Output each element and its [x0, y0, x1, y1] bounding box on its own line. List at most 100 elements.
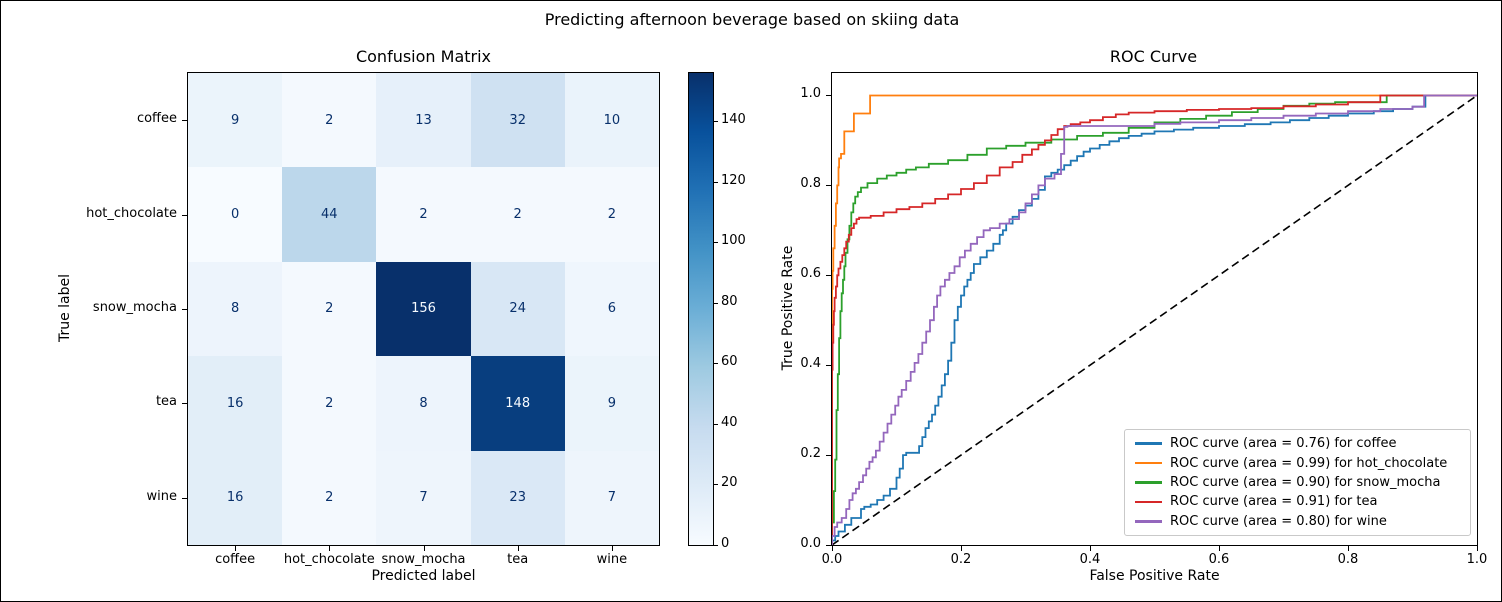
- colorbar-tick-label-40: 40: [721, 414, 738, 430]
- roc-ylabel: True Positive Rate: [780, 245, 796, 371]
- roc-ytick: [826, 95, 831, 97]
- cm-ytick-label-hot_chocolate: hot_chocolate: [86, 205, 177, 221]
- cm-cell-wine-snow_mocha: 7: [376, 450, 471, 545]
- cm-cell-value: 148: [505, 395, 531, 411]
- roc-ytick-label-0.0: 0.0: [800, 536, 821, 551]
- cm-ytick-label-coffee: coffee: [136, 111, 177, 127]
- colorbar-tick-label-140: 140: [721, 112, 746, 128]
- cm-cell-value: 2: [325, 490, 334, 506]
- colorbar-tick-label-80: 80: [721, 293, 738, 309]
- roc-xtick: [1348, 546, 1349, 551]
- cm-cell-value: 16: [226, 395, 244, 411]
- cm-cell-value: 13: [415, 112, 432, 128]
- colorbar-tick-label-60: 60: [721, 354, 738, 370]
- cm-cell-value: 7: [419, 490, 428, 506]
- roc-curve-snow_mocha: [832, 94, 1477, 545]
- roc-ytick-label-1.0: 1.0: [800, 86, 821, 102]
- cm-cell-coffee-hot_chocolate: 2: [282, 73, 377, 168]
- colorbar-tick: [714, 302, 718, 304]
- cm-xtick-label-wine: wine: [596, 552, 628, 567]
- roc-ytick-label-0.6: 0.6: [800, 266, 821, 282]
- cm-ytick: [182, 403, 187, 405]
- roc-curves-canvas: [832, 94, 1477, 545]
- confusion-matrix-title: Confusion Matrix: [355, 47, 492, 66]
- cm-cell-coffee-wine: 10: [564, 73, 659, 168]
- legend-entry-snow_mocha: ROC curve (area = 0.90) for snow_mocha: [1133, 475, 1462, 490]
- confusion-matrix-xlabel: Predicted label: [371, 568, 476, 584]
- cm-cell-value: 44: [321, 207, 338, 223]
- cm-cell-value: 9: [607, 395, 617, 411]
- cm-ytick-label-tea: tea: [155, 394, 177, 410]
- cm-xtick-label-snow_mocha: snow_mocha: [381, 552, 466, 567]
- cm-cell-wine-coffee: 16: [188, 450, 283, 545]
- legend-line-sample: [1135, 481, 1162, 484]
- cm-cell-coffee-tea: 32: [470, 73, 565, 168]
- chance-diagonal: [832, 94, 1477, 545]
- legend-line-sample: [1135, 500, 1162, 504]
- cm-cell-value: 2: [325, 395, 334, 411]
- roc-plot-area: [831, 72, 1478, 546]
- cm-cell-value: 10: [603, 112, 621, 128]
- colorbar-tick: [714, 242, 718, 244]
- legend-label: ROC curve (area = 0.76) for coffee: [1170, 436, 1397, 452]
- roc-curve-wine: [832, 94, 1477, 545]
- legend-line-sample: [1135, 461, 1162, 465]
- cm-cell-snow_mocha-wine: 6: [564, 261, 659, 357]
- cm-cell-value: 2: [513, 207, 522, 223]
- cm-xtick: [517, 546, 519, 551]
- legend-entry-wine: ROC curve (area = 0.80) for wine: [1133, 514, 1462, 529]
- legend-entry-tea: ROC curve (area = 0.91) for tea: [1133, 494, 1462, 509]
- cm-ytick: [182, 120, 187, 122]
- cm-xtick-label-tea: tea: [507, 552, 529, 567]
- roc-ytick: [826, 545, 831, 546]
- legend-label: ROC curve (area = 0.91) for tea: [1170, 494, 1378, 510]
- roc-xtick-label-0.2: 0.2: [950, 552, 972, 567]
- confusion-matrix-ylabel: True label: [57, 273, 73, 343]
- cm-cell-value: 9: [230, 112, 240, 128]
- roc-xtick: [1219, 546, 1220, 551]
- cm-xtick: [423, 546, 425, 551]
- roc-curve-tea: [832, 94, 1477, 545]
- roc-xtick: [961, 546, 962, 551]
- cm-cell-snow_mocha-snow_mocha: 156: [376, 261, 471, 357]
- cm-cell-value: 2: [325, 301, 334, 317]
- legend-label: ROC curve (area = 0.99) for hot_chocolat…: [1170, 455, 1448, 471]
- roc-legend: ROC curve (area = 0.76) for coffee ROC cu…: [1124, 429, 1471, 536]
- cm-cell-wine-hot_chocolate: 2: [282, 450, 377, 545]
- cm-cell-hot_chocolate-hot_chocolate: 44: [282, 167, 377, 262]
- legend-entry-coffee: ROC curve (area = 0.76) for coffee: [1133, 436, 1462, 451]
- cm-xtick: [235, 546, 237, 551]
- colorbar-tick: [714, 121, 718, 123]
- colorbar-tick-label-20: 20: [721, 475, 738, 491]
- legend-label: ROC curve (area = 0.80) for wine: [1170, 513, 1387, 529]
- roc-ytick: [826, 275, 831, 277]
- cm-cell-value: 8: [419, 395, 428, 411]
- legend-line-sample: [1135, 442, 1162, 445]
- cm-cell-tea-coffee: 16: [188, 356, 283, 451]
- cm-cell-value: 23: [509, 490, 526, 506]
- roc-xtick-label-0.8: 0.8: [1337, 552, 1359, 567]
- figure-title: Predicting afternoon beverage based on s…: [544, 10, 960, 29]
- cm-cell-value: 8: [230, 301, 240, 317]
- roc-ytick: [826, 455, 831, 457]
- roc-curve-coffee: [832, 94, 1477, 545]
- legend-entry-hot_chocolate: ROC curve (area = 0.99) for hot_chocolat…: [1133, 456, 1462, 471]
- roc-title: ROC Curve: [1109, 47, 1198, 66]
- cm-cell-coffee-snow_mocha: 13: [376, 73, 471, 168]
- cm-cell-snow_mocha-hot_chocolate: 2: [282, 261, 377, 357]
- colorbar-tick: [714, 181, 718, 183]
- roc-xtick-label-0.0: 0.0: [821, 552, 843, 567]
- cm-cell-value: 156: [411, 301, 436, 317]
- cm-cell-tea-tea: 148: [470, 356, 565, 451]
- cm-cell-value: 16: [226, 490, 244, 506]
- cm-cell-value: 0: [230, 207, 240, 223]
- colorbar-tick: [714, 363, 718, 365]
- cm-cell-coffee-coffee: 9: [188, 73, 283, 168]
- roc-xlabel: False Positive Rate: [1089, 568, 1220, 584]
- cm-cell-wine-wine: 7: [564, 450, 659, 545]
- roc-ytick: [826, 365, 831, 367]
- cm-cell-hot_chocolate-snow_mocha: 2: [376, 167, 471, 262]
- cm-ytick: [182, 309, 187, 310]
- cm-ytick: [182, 214, 187, 216]
